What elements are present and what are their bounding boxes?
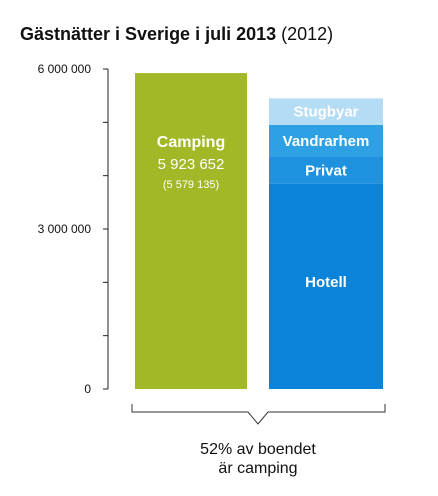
segment-label-vandrarhem: Vandrarhem xyxy=(283,133,370,150)
segment-label-stugbyar: Stugbyar xyxy=(293,104,358,121)
bar-label-camping: Camping xyxy=(157,134,225,151)
segment-label-privat: Privat xyxy=(305,162,347,179)
bars: Camping 5 923 652 (5 579 135) Hotell Privat V… xyxy=(135,73,383,389)
segment-label-hotell: Hotell xyxy=(305,274,347,291)
annotation-line-1: 52% av boendet xyxy=(200,441,316,458)
y-tick-label: 0 xyxy=(84,382,91,396)
bar-camping xyxy=(135,73,247,389)
bracket-annotation xyxy=(131,404,386,425)
bar-segment-stugbyar xyxy=(269,98,383,125)
bar-segment-hotell xyxy=(269,183,383,389)
bar-segment-privat xyxy=(269,157,383,184)
y-axis: 6 000 000 3 000 000 0 xyxy=(38,62,109,396)
chart-title: Gästnätter i Sverige i juli 2013 (2012) xyxy=(20,24,333,44)
bar-value-camping: 5 923 652 xyxy=(158,156,225,173)
y-tick-label: 3 000 000 xyxy=(38,222,92,236)
y-tick-label: 6 000 000 xyxy=(38,62,92,76)
bracket-line xyxy=(131,404,386,425)
annotation-line-2: är camping xyxy=(218,460,297,477)
bar-previous-camping: (5 579 135) xyxy=(163,179,219,191)
bar-segment-vandrarhem xyxy=(269,125,383,157)
